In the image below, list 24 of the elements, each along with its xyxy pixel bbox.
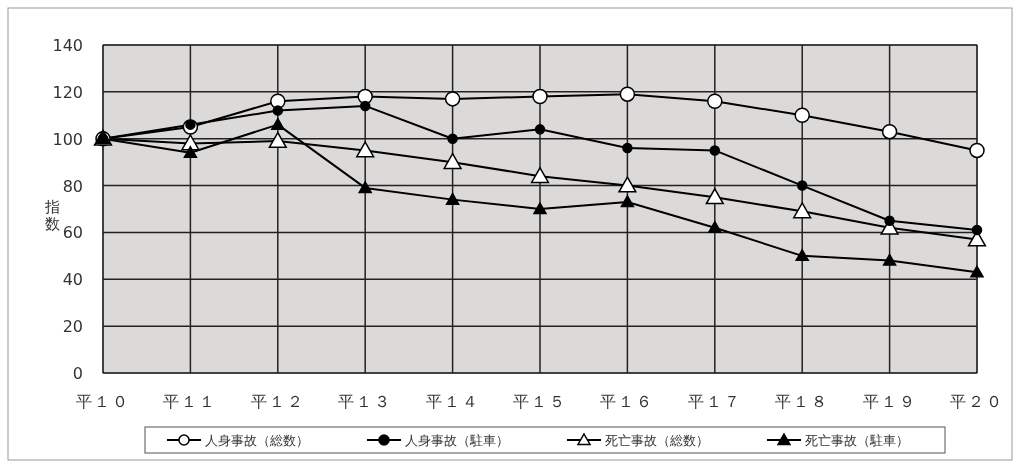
x-tick-label: 平２０: [950, 392, 1004, 411]
legend-label: 死亡事故（駐車）: [805, 433, 909, 448]
x-tick-label: 平１０: [76, 392, 130, 411]
y-tick-label: 140: [52, 36, 83, 55]
y-tick-label: 40: [62, 270, 83, 290]
x-tick-label: 平１４: [425, 392, 480, 411]
legend-label: 人身事故（総数）: [205, 433, 309, 448]
y-axis-title: 指数: [43, 198, 60, 233]
x-tick-label: 平１２: [250, 392, 305, 411]
y-tick-label: 80: [62, 176, 83, 196]
x-tick-label: 平１５: [513, 392, 567, 411]
y-tick-label: 20: [62, 317, 83, 337]
x-tick-label: 平１８: [775, 392, 830, 411]
y-tick-label: 0: [72, 364, 83, 383]
legend-label: 死亡事故（総数）: [605, 433, 709, 448]
x-tick-label: 平１７: [687, 392, 742, 411]
legend-label: 人身事故（駐車）: [405, 433, 509, 448]
y-tick-label: 100: [52, 129, 83, 149]
x-tick-label: 平１１: [163, 392, 218, 411]
y-tick-label: 120: [52, 82, 83, 102]
x-tick-label: 平１６: [600, 392, 655, 411]
y-tick-label: 60: [62, 223, 83, 243]
x-tick-label: 平１９: [862, 392, 917, 411]
x-tick-label: 平１３: [338, 392, 393, 411]
